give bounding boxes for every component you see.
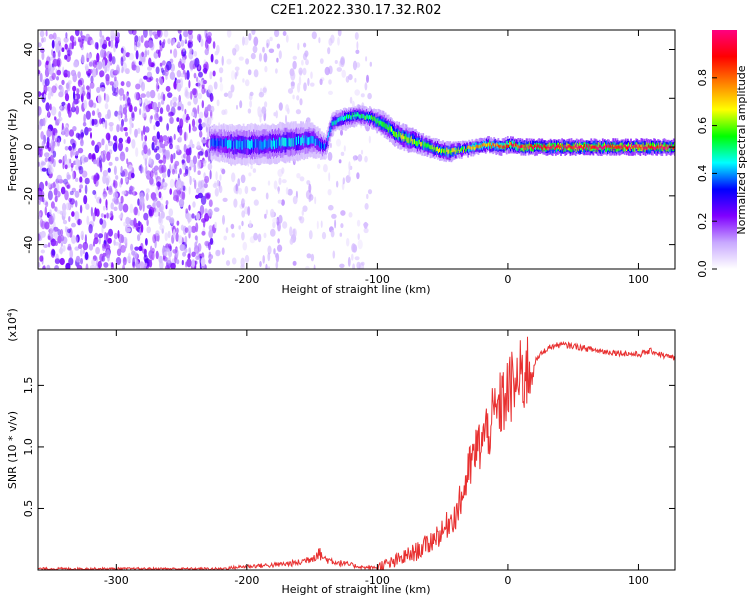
spectrogram-plot-area — [38, 30, 675, 269]
snr-exponent-power: 4 — [6, 312, 14, 317]
snr-exponent-base: (x10 — [6, 317, 19, 342]
snr-x-axis: -300 -200 -100 0 100 — [104, 330, 649, 587]
snr-frame — [37, 329, 676, 571]
x-tick-label: -300 — [104, 273, 129, 286]
spectrogram-y-axis: -40 -20 0 20 40 — [22, 43, 675, 254]
colorbar-tick-label: 0.0 — [696, 260, 709, 278]
x-tick-label: 100 — [628, 574, 649, 587]
snr-y-label: SNR (10 * v/v) — [6, 411, 19, 489]
y-tick-label: 1.5 — [22, 377, 35, 395]
y-tick-label: -40 — [22, 236, 35, 254]
y-tick-label: 20 — [22, 91, 35, 105]
x-tick-label: -300 — [104, 574, 129, 587]
colorbar-tick-label: 0.2 — [696, 212, 709, 230]
y-tick-label: 1.0 — [22, 438, 35, 456]
snr-panel: -300 -200 -100 0 100 0.5 1.0 1.5 Height of str… — [6, 308, 676, 596]
y-tick-label: 0.5 — [22, 500, 35, 518]
spectrogram-signal-track — [210, 104, 675, 166]
x-tick-label: -100 — [365, 273, 390, 286]
spectrogram-x-axis: -300 -200 -100 0 100 — [104, 30, 649, 286]
y-tick-label: 0 — [22, 144, 35, 151]
x-tick-label: 0 — [504, 574, 511, 587]
snr-series-line — [38, 336, 675, 570]
spectrogram-frame — [37, 29, 676, 270]
snr-plot-area — [38, 336, 675, 570]
colorbar-tick-label: 0.6 — [696, 117, 709, 135]
colorbar-tick-label: 0.4 — [696, 165, 709, 183]
snr-exponent-label: (x104) — [6, 308, 19, 342]
y-tick-label: 40 — [22, 43, 35, 57]
y-tick-label: -20 — [22, 187, 35, 205]
chart-title: C2E1.2022.330.17.32.R02 — [270, 3, 441, 18]
snr-y-axis: 0.5 1.0 1.5 — [22, 377, 675, 518]
spectrogram-noise — [38, 30, 373, 269]
colorbar: 0.0 0.2 0.4 0.6 0.8 Normalized spectral ampl… — [696, 30, 748, 278]
snr-x-label: Height of straight line (km) — [281, 583, 430, 596]
colorbar-ticks: 0.0 0.2 0.4 0.6 0.8 — [696, 69, 717, 278]
x-tick-label: -200 — [234, 273, 259, 286]
spectrogram-y-label: Frequency (Hz) — [6, 109, 19, 192]
spectrogram-x-label: Height of straight line (km) — [281, 283, 430, 296]
colorbar-gradient — [712, 30, 737, 269]
colorbar-label: Normalized spectral amplitude — [735, 65, 748, 234]
colorbar-tick-label: 0.8 — [696, 69, 709, 87]
x-tick-label: 100 — [628, 273, 649, 286]
x-tick-label: 0 — [504, 273, 511, 286]
svg-text:(x104): (x104) — [6, 308, 19, 342]
x-tick-label: -100 — [365, 574, 390, 587]
x-tick-label: -200 — [234, 574, 259, 587]
